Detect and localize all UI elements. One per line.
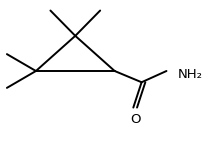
- Text: NH₂: NH₂: [178, 68, 203, 81]
- Text: O: O: [130, 113, 140, 126]
